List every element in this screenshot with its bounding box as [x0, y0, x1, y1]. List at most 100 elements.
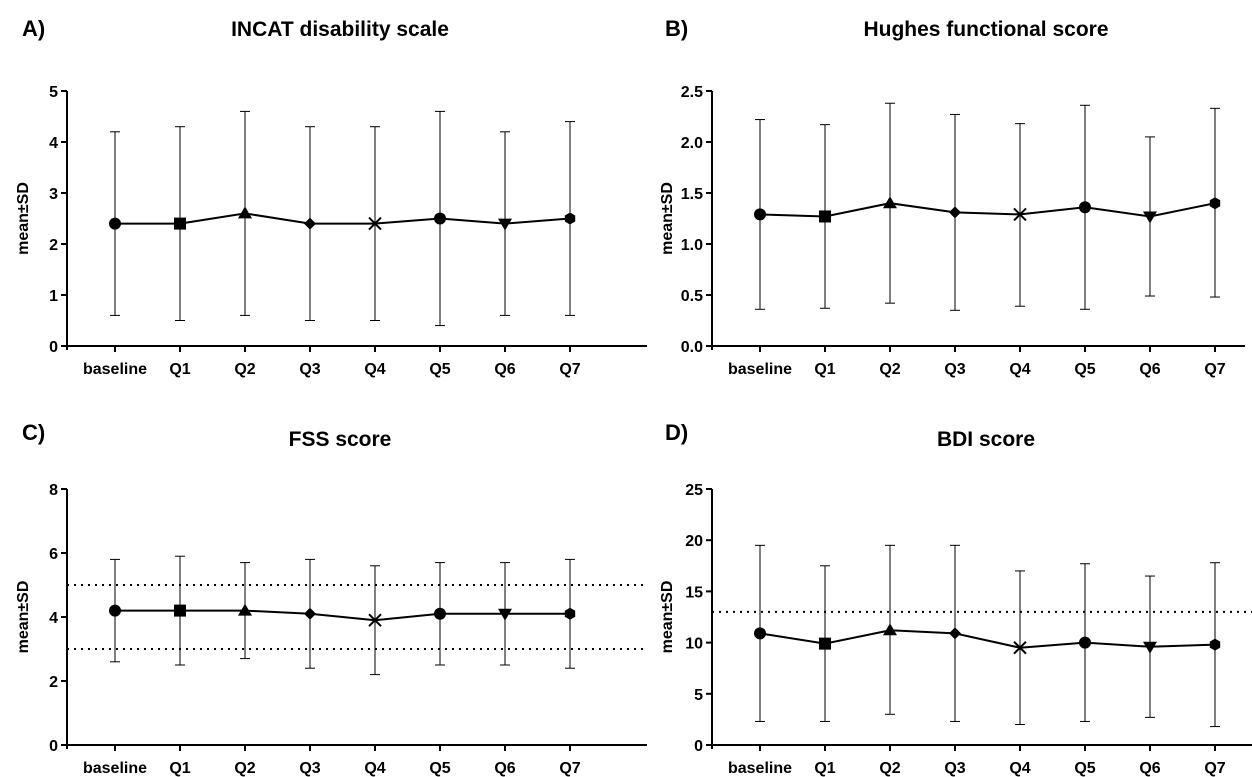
data-point	[1013, 207, 1027, 222]
x-tick-label: Q4	[1009, 361, 1030, 378]
x-tick-label: Q5	[1074, 361, 1095, 378]
data-point	[1209, 638, 1221, 651]
data-point	[564, 212, 576, 225]
y-tick-label: 2.5	[681, 84, 703, 101]
y-tick-label: 0	[49, 738, 58, 755]
x-tick-label: Q7	[559, 361, 580, 378]
x-tick-label: baseline	[728, 760, 792, 777]
data-point	[819, 210, 831, 223]
panel-label: D)	[665, 420, 688, 445]
y-tick-label: 1.5	[681, 186, 703, 203]
x-tick-label: Q6	[494, 760, 515, 777]
x-tick-label: Q1	[814, 361, 835, 378]
data-point	[1143, 211, 1157, 224]
x-tick-label: Q1	[169, 361, 190, 378]
y-tick-label: 0.0	[681, 339, 703, 356]
y-tick-label: 0.5	[681, 288, 703, 305]
chart-panel-2: B) Hughes functional score mean±SD 0.0 0.5 1.…	[659, 16, 1245, 378]
y-tick-label: 6	[49, 546, 58, 563]
data-point	[304, 607, 316, 620]
y-axis-label: mean±SD	[15, 182, 32, 255]
data-point	[368, 216, 382, 231]
x-tick-label: Q3	[944, 760, 965, 777]
y-tick-label: 8	[49, 482, 58, 499]
panel-label: B)	[665, 16, 688, 41]
data-point	[434, 607, 446, 620]
x-tick-label: Q4	[1009, 760, 1030, 777]
mean-line	[115, 212, 571, 225]
y-tick-label: 4	[49, 135, 58, 152]
y-tick-label: 2	[49, 674, 58, 691]
x-tick-label: Q6	[494, 361, 515, 378]
chart-title: BDI score	[937, 428, 1035, 451]
y-tick-label: 3	[49, 186, 58, 203]
x-tick-label: baseline	[728, 361, 792, 378]
data-point	[174, 604, 186, 617]
x-tick-label: Q5	[1074, 760, 1095, 777]
y-tick-label: 5	[49, 84, 58, 101]
mean-line	[759, 629, 1216, 649]
chart-panel-1: A) INCAT disability scale mean±SD 0 1 2 3 4 5 bas…	[15, 16, 647, 378]
y-tick-label: 1.0	[681, 237, 703, 254]
panel-label: C)	[22, 420, 45, 445]
data-point	[1079, 636, 1091, 649]
data-point	[754, 208, 766, 221]
chart-title: Hughes functional score	[863, 18, 1108, 41]
mean-line	[759, 202, 1216, 218]
data-point	[754, 627, 766, 640]
y-tick-label: 10	[685, 636, 703, 653]
y-axis-label: mean±SD	[659, 581, 676, 654]
data-point	[883, 623, 897, 636]
mean-line	[115, 609, 570, 622]
x-tick-label: Q7	[1204, 760, 1225, 777]
x-tick-label: Q2	[234, 361, 255, 378]
data-point	[434, 212, 446, 225]
x-tick-label: Q1	[814, 760, 835, 777]
x-tick-label: Q1	[169, 760, 190, 777]
chart-panel-3: C) FSS score mean±SD 0 2 4 6 8 baseline Q1 Q2 Q3 Q4 Q…	[15, 420, 647, 777]
y-tick-label: 2.0	[681, 135, 703, 152]
x-tick-label: Q2	[234, 760, 255, 777]
data-point	[174, 217, 186, 230]
y-tick-label: 0	[694, 738, 703, 755]
data-point	[1209, 197, 1221, 210]
x-tick-label: Q6	[1139, 760, 1160, 777]
y-axis-label: mean±SD	[659, 182, 676, 255]
x-tick-label: baseline	[83, 760, 147, 777]
y-tick-label: 4	[49, 610, 58, 627]
y-tick-label: 25	[685, 482, 703, 499]
x-tick-label: Q6	[1139, 361, 1160, 378]
y-tick-label: 5	[694, 687, 703, 704]
data-point	[949, 627, 961, 640]
x-tick-label: Q4	[364, 361, 385, 378]
y-tick-label: 0	[49, 339, 58, 356]
chart-panel-4: D) BDI score mean±SD 0 5 10 15 20 25 baseline Q1 Q2…	[659, 420, 1252, 777]
x-tick-label: Q3	[299, 361, 320, 378]
data-point	[1079, 201, 1091, 214]
chart-title: INCAT disability scale	[231, 18, 449, 41]
data-point	[1143, 641, 1157, 654]
y-tick-label: 2	[49, 237, 58, 254]
data-point	[238, 206, 252, 219]
x-tick-label: baseline	[83, 361, 147, 378]
data-point	[109, 217, 121, 230]
x-tick-label: Q3	[299, 760, 320, 777]
x-tick-label: Q7	[559, 760, 580, 777]
data-point	[304, 217, 316, 230]
chart-title: FSS score	[289, 428, 392, 451]
data-point	[238, 603, 252, 616]
x-tick-label: Q3	[944, 361, 965, 378]
data-point	[883, 196, 897, 209]
x-tick-label: Q4	[364, 760, 385, 777]
y-tick-label: 15	[685, 584, 703, 601]
data-point	[498, 608, 512, 621]
x-tick-label: Q2	[879, 361, 900, 378]
y-axis-label: mean±SD	[15, 581, 32, 654]
data-point	[498, 218, 512, 231]
x-tick-label: Q5	[429, 361, 450, 378]
data-point	[949, 206, 961, 219]
x-tick-label: Q7	[1204, 361, 1225, 378]
data-point	[564, 607, 576, 620]
